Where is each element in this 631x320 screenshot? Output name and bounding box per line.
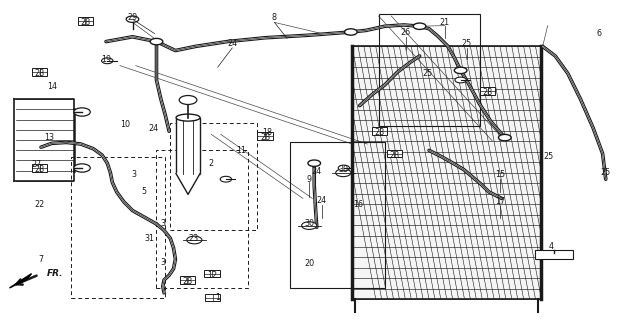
Text: 3: 3 (160, 220, 165, 228)
Bar (176, 118, 200, 173)
Text: 14: 14 (47, 82, 57, 91)
Circle shape (187, 236, 202, 244)
Text: 20: 20 (304, 260, 314, 268)
Text: 25: 25 (601, 168, 611, 177)
Text: 24: 24 (227, 39, 237, 48)
Circle shape (126, 16, 139, 22)
Text: FR.: FR. (47, 269, 63, 278)
Text: 9: 9 (307, 175, 312, 184)
Text: 4: 4 (549, 242, 554, 251)
Circle shape (179, 96, 197, 104)
Text: 24: 24 (312, 167, 322, 176)
Bar (32, 68, 47, 76)
Text: 1: 1 (215, 293, 220, 302)
Circle shape (345, 29, 357, 35)
Text: 24: 24 (148, 124, 158, 132)
Text: 28: 28 (389, 151, 399, 160)
Text: 23: 23 (188, 234, 198, 243)
Bar (78, 17, 93, 25)
Bar (379, 14, 480, 126)
Text: 17: 17 (495, 197, 505, 206)
Circle shape (74, 108, 90, 116)
Text: 28: 28 (182, 277, 192, 286)
Circle shape (454, 67, 467, 74)
Text: 31: 31 (144, 234, 155, 243)
Text: 6: 6 (597, 29, 602, 38)
Circle shape (74, 164, 90, 172)
Text: 3: 3 (160, 258, 165, 267)
Circle shape (308, 160, 321, 166)
Text: 15: 15 (495, 170, 505, 179)
Text: 29: 29 (127, 13, 138, 22)
Text: 28: 28 (375, 128, 385, 137)
Text: 16: 16 (353, 200, 363, 209)
Text: 11: 11 (236, 146, 246, 155)
Text: 21: 21 (440, 18, 450, 27)
Text: 19: 19 (101, 55, 111, 64)
Bar (387, 150, 402, 157)
Bar (180, 276, 195, 284)
Text: 28: 28 (260, 133, 270, 142)
Circle shape (220, 176, 232, 182)
Polygon shape (9, 274, 32, 288)
Text: 28: 28 (35, 69, 45, 78)
Text: 30: 30 (338, 165, 348, 174)
Bar (535, 250, 573, 259)
Bar (71, 157, 165, 298)
Text: 2: 2 (209, 159, 214, 168)
Text: 28: 28 (35, 165, 45, 174)
Bar (32, 164, 47, 172)
Text: 28: 28 (80, 18, 90, 27)
Bar (170, 123, 257, 230)
Circle shape (302, 222, 317, 229)
Text: 25: 25 (544, 152, 554, 161)
Polygon shape (176, 173, 200, 195)
Text: 25: 25 (423, 69, 433, 78)
Text: 25: 25 (462, 39, 472, 48)
Text: 10: 10 (120, 120, 130, 129)
Text: 26: 26 (400, 28, 410, 36)
Text: 24: 24 (317, 196, 327, 204)
Text: 27: 27 (32, 160, 42, 169)
Bar (372, 127, 387, 135)
Bar (480, 87, 495, 95)
Circle shape (413, 23, 426, 29)
Text: 8: 8 (272, 13, 277, 22)
Text: 28: 28 (483, 88, 493, 97)
Bar (205, 294, 220, 301)
Text: 5: 5 (141, 188, 146, 196)
Circle shape (455, 77, 466, 83)
Circle shape (102, 58, 113, 64)
Text: 22: 22 (35, 200, 45, 209)
Bar (352, 46, 541, 299)
Circle shape (336, 169, 351, 177)
Text: 3: 3 (132, 170, 137, 179)
Bar (156, 150, 248, 288)
Circle shape (498, 134, 511, 141)
Bar (204, 270, 220, 277)
Circle shape (150, 38, 163, 45)
Text: 18: 18 (262, 128, 272, 137)
Ellipse shape (176, 114, 200, 121)
Bar (257, 132, 273, 140)
Text: 30: 30 (304, 220, 314, 228)
Bar (290, 142, 385, 288)
Text: 13: 13 (44, 133, 54, 142)
Text: 12: 12 (207, 271, 217, 280)
Circle shape (338, 165, 350, 171)
Text: 7: 7 (38, 255, 44, 264)
